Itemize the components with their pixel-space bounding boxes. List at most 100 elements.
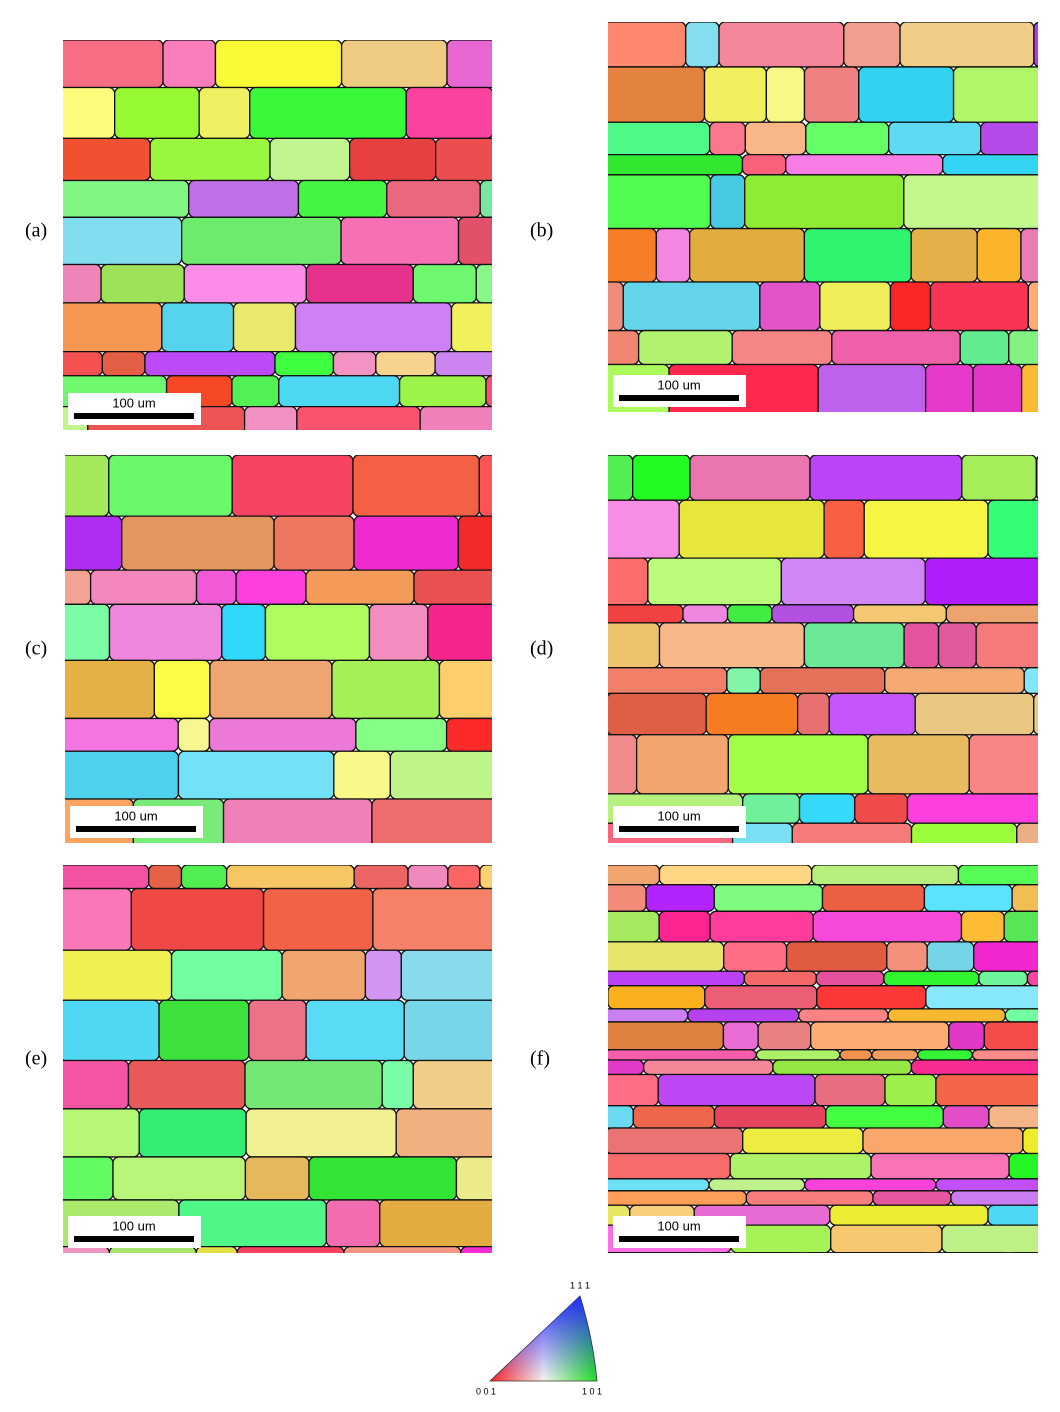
ebsd-map	[608, 455, 1038, 843]
grain	[235, 569, 307, 605]
grain	[814, 1073, 886, 1107]
grain	[945, 604, 1038, 624]
scale-bar-label: 100 um	[112, 395, 155, 410]
legend-label: 1 1 1	[570, 1280, 590, 1290]
grain	[1016, 822, 1038, 843]
grain	[738, 1252, 801, 1253]
grain	[709, 174, 746, 230]
grain	[305, 263, 414, 304]
grain	[903, 174, 1038, 230]
grain	[273, 515, 355, 571]
grain	[1020, 363, 1038, 412]
grain	[608, 329, 640, 366]
grain	[353, 515, 460, 571]
grain	[114, 86, 200, 140]
grain	[460, 1246, 492, 1253]
grain	[127, 1059, 246, 1110]
grain	[112, 1156, 247, 1201]
grain	[730, 1224, 832, 1253]
grain	[1008, 329, 1038, 366]
grain	[479, 179, 492, 218]
grain	[419, 405, 492, 430]
grain	[608, 153, 744, 176]
grain	[608, 1152, 731, 1180]
grain	[343, 1246, 462, 1253]
grain	[952, 66, 1038, 123]
grain	[331, 659, 441, 720]
grain	[925, 985, 1038, 1010]
grain	[924, 363, 974, 412]
grain	[214, 40, 343, 89]
grain	[65, 717, 179, 752]
grain	[924, 557, 1038, 606]
grain	[340, 40, 448, 89]
grain	[608, 1178, 710, 1192]
grain	[244, 1156, 310, 1201]
grain	[899, 22, 1035, 68]
grain	[742, 793, 801, 824]
scale-bar-box	[613, 806, 746, 838]
grain	[1033, 22, 1038, 68]
grain	[100, 263, 185, 304]
grain	[222, 798, 373, 843]
grain	[274, 350, 335, 377]
grain	[973, 941, 1038, 972]
ebsd-map	[65, 455, 492, 843]
grain	[858, 66, 955, 123]
panel-label: (e)	[25, 1048, 47, 1070]
grain	[608, 970, 745, 987]
grain	[249, 86, 407, 140]
grain	[948, 1021, 985, 1051]
grain	[407, 865, 449, 890]
grain	[704, 985, 818, 1010]
grain	[63, 350, 103, 377]
panel-label: (c)	[25, 638, 47, 660]
grain	[817, 363, 927, 412]
scale-bar-label: 100 um	[112, 1218, 155, 1233]
grain	[713, 884, 824, 912]
grain	[978, 970, 1029, 987]
grain	[178, 1199, 328, 1248]
grain	[926, 941, 975, 972]
grain	[208, 717, 357, 752]
grain	[729, 1152, 872, 1180]
grain	[632, 455, 691, 501]
grain	[645, 884, 715, 912]
panel-label: (d)	[530, 638, 553, 660]
grain	[308, 1156, 458, 1201]
grain	[108, 603, 223, 662]
grain	[889, 281, 932, 332]
grain	[884, 667, 1025, 695]
grain	[883, 970, 980, 987]
grain	[455, 1156, 492, 1201]
grain	[647, 557, 782, 606]
grain	[221, 603, 267, 662]
grain	[89, 569, 198, 605]
grain	[281, 949, 367, 1001]
grain	[608, 281, 624, 332]
grain	[935, 1178, 1038, 1192]
scale-bar-box	[68, 393, 201, 425]
grain	[968, 734, 1038, 795]
grain	[935, 1073, 1038, 1107]
grain	[854, 793, 909, 824]
grain	[743, 970, 817, 987]
grain	[755, 1049, 841, 1061]
grain	[434, 350, 492, 377]
grain	[941, 1224, 1038, 1253]
grain	[608, 1127, 744, 1155]
grain	[961, 455, 1038, 501]
grain	[485, 375, 492, 408]
grain	[349, 137, 437, 182]
grain	[708, 121, 746, 156]
grain	[188, 179, 300, 218]
grain	[687, 1008, 800, 1023]
grain	[829, 1204, 989, 1226]
grain	[1020, 227, 1038, 283]
grain	[957, 865, 1038, 886]
grain	[153, 659, 211, 720]
grain	[608, 499, 680, 559]
grain	[65, 750, 180, 800]
ebsd-map	[608, 865, 1038, 1253]
